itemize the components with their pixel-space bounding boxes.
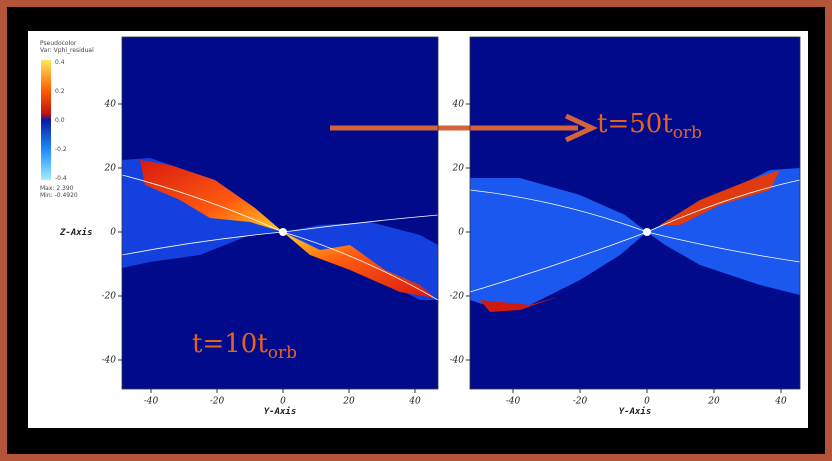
colorbar-min: Min: -0.4920 xyxy=(40,192,78,199)
fan xyxy=(480,296,560,312)
annotation-main: t=50t xyxy=(597,109,673,139)
x-tick-label: 0 xyxy=(280,397,286,407)
colorbar-title: Pseudocolor xyxy=(40,40,77,47)
disk-region xyxy=(647,168,800,295)
annotation-main: t=10t xyxy=(192,329,268,359)
y-tick-label: -20 xyxy=(102,292,117,302)
x-tick-label: -20 xyxy=(210,397,225,407)
x-axis-label: Y-Axis xyxy=(264,406,297,417)
y-tick-label: 20 xyxy=(104,164,117,174)
y-axis-label: Z-Axis xyxy=(59,227,93,238)
colorbar-tick-label: 0.4 xyxy=(55,59,65,66)
plot-border xyxy=(469,36,801,390)
y-tick-label: -40 xyxy=(450,356,465,366)
center-point xyxy=(643,228,651,236)
time-annotation: t=50torb xyxy=(597,109,702,143)
x-tick-label: -40 xyxy=(506,397,521,407)
time-annotation: t=10torb xyxy=(192,329,297,363)
colorbar-variable: Var: Vphi_residual xyxy=(40,47,94,54)
colorbar-tick-label: -0.2 xyxy=(55,146,67,153)
annotation-subscript: orb xyxy=(673,123,702,143)
colorbar-tick-label: -0.4 xyxy=(55,175,67,182)
y-tick-label: 20 xyxy=(452,164,465,174)
y-tick-label: -40 xyxy=(102,356,117,366)
y-tick-label: 40 xyxy=(452,100,465,110)
x-tick-label: 20 xyxy=(342,397,355,407)
y-tick-label: 0 xyxy=(110,228,116,238)
center-point xyxy=(279,228,287,236)
colorbar xyxy=(41,60,51,180)
y-tick-label: 0 xyxy=(458,228,464,238)
x-tick-label: 0 xyxy=(644,397,650,407)
x-tick-label: 20 xyxy=(707,397,720,407)
fan xyxy=(283,232,435,298)
colorbar-max: Max: 2.390 xyxy=(40,185,74,192)
y-tick-label: -20 xyxy=(450,292,465,302)
colorbar-tick-label: 0.0 xyxy=(55,117,65,124)
plot-border xyxy=(121,36,439,390)
x-tick-label: 40 xyxy=(774,397,787,407)
y-tick-label: 40 xyxy=(104,100,117,110)
fan xyxy=(660,170,780,225)
annotation-subscript: orb xyxy=(268,343,297,363)
x-tick-label: 40 xyxy=(408,397,421,407)
x-tick-label: -40 xyxy=(144,397,159,407)
arrow-head xyxy=(564,113,598,143)
colorbar-tick-label: 0.2 xyxy=(55,88,65,95)
disk-region xyxy=(470,178,647,310)
x-axis-label: Y-Axis xyxy=(619,406,652,417)
fan xyxy=(140,160,283,232)
x-tick-label: -20 xyxy=(573,397,588,407)
